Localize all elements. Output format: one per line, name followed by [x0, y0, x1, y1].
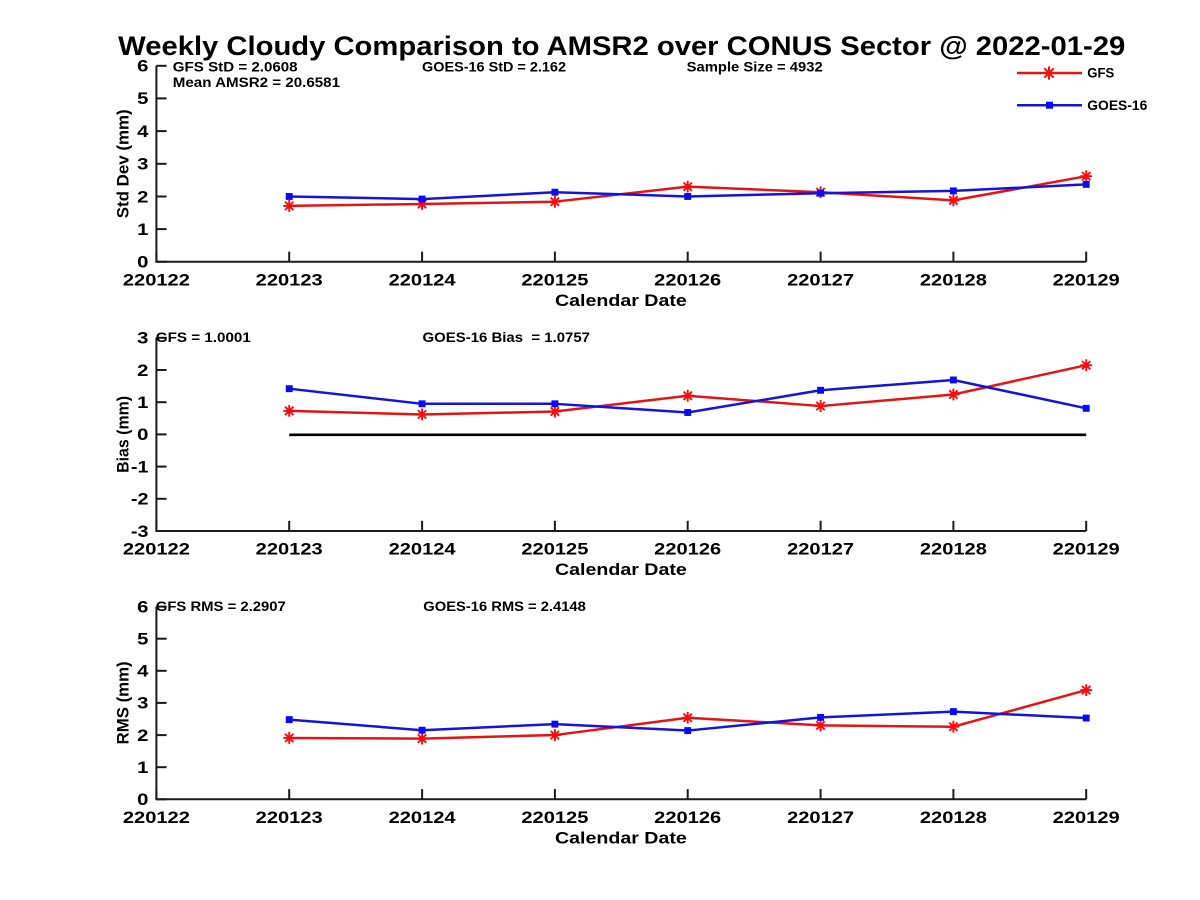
svg-text:220128: 220128 — [920, 809, 987, 827]
svg-text:GOES-16 Bias = 1.0757: GOES-16 Bias = 1.0757 — [423, 330, 591, 345]
svg-text:220126: 220126 — [654, 541, 721, 559]
svg-text:-3: -3 — [131, 523, 149, 541]
svg-text:220127: 220127 — [787, 541, 854, 559]
svg-text:2: 2 — [137, 188, 148, 206]
svg-text:220128: 220128 — [920, 272, 987, 290]
svg-text:6: 6 — [137, 58, 148, 76]
svg-text:0: 0 — [137, 254, 148, 272]
svg-text:Sample Size = 4932: Sample Size = 4932 — [687, 60, 823, 75]
svg-text:1: 1 — [137, 394, 148, 412]
svg-text:220122: 220122 — [123, 809, 190, 827]
svg-text:GFS: GFS — [1087, 65, 1114, 80]
svg-text:-1: -1 — [131, 458, 149, 476]
svg-text:220125: 220125 — [521, 541, 588, 559]
svg-text:220123: 220123 — [256, 541, 323, 559]
svg-text:GFS = 1.0001: GFS = 1.0001 — [156, 330, 252, 345]
svg-text:4: 4 — [137, 123, 148, 141]
svg-text:Calendar Date: Calendar Date — [555, 828, 687, 847]
svg-text:GOES-16 StD = 2.162: GOES-16 StD = 2.162 — [422, 60, 566, 75]
svg-text:0: 0 — [137, 426, 148, 444]
svg-text:220126: 220126 — [654, 272, 721, 290]
svg-text:GOES-16: GOES-16 — [1087, 98, 1147, 113]
svg-text:220125: 220125 — [521, 272, 588, 290]
svg-text:Calendar Date: Calendar Date — [555, 560, 687, 579]
svg-text:GFS StD = 2.0608: GFS StD = 2.0608 — [173, 60, 298, 75]
svg-text:220124: 220124 — [389, 809, 456, 827]
svg-text:2: 2 — [137, 362, 148, 380]
svg-text:3: 3 — [137, 695, 148, 713]
svg-text:220122: 220122 — [123, 541, 190, 559]
svg-text:220129: 220129 — [1053, 541, 1120, 559]
svg-text:6: 6 — [137, 598, 148, 616]
svg-text:3: 3 — [137, 330, 148, 348]
svg-text:RMS (mm): RMS (mm) — [113, 661, 132, 744]
svg-text:Mean AMSR2 = 20.6581: Mean AMSR2 = 20.6581 — [173, 75, 341, 90]
svg-text:220128: 220128 — [920, 541, 987, 559]
svg-text:5: 5 — [137, 631, 148, 649]
svg-text:220126: 220126 — [654, 809, 721, 827]
svg-text:220129: 220129 — [1053, 809, 1120, 827]
svg-text:3: 3 — [137, 156, 148, 174]
svg-text:1: 1 — [137, 759, 148, 777]
svg-text:Weekly Cloudy Comparison to AM: Weekly Cloudy Comparison to AMSR2 over C… — [118, 30, 1125, 61]
svg-text:GOES-16 RMS = 2.4148: GOES-16 RMS = 2.4148 — [423, 599, 586, 614]
svg-text:Calendar Date: Calendar Date — [555, 291, 687, 310]
svg-text:Bias (mm): Bias (mm) — [113, 396, 132, 473]
svg-text:5: 5 — [137, 90, 148, 108]
svg-text:220123: 220123 — [256, 809, 323, 827]
svg-text:220124: 220124 — [389, 272, 456, 290]
svg-text:Std Dev (mm): Std Dev (mm) — [113, 109, 132, 218]
svg-text:1: 1 — [137, 221, 148, 239]
svg-text:2: 2 — [137, 727, 148, 745]
svg-text:-2: -2 — [131, 491, 149, 509]
svg-text:0: 0 — [137, 791, 148, 809]
svg-text:220125: 220125 — [521, 809, 588, 827]
svg-text:220122: 220122 — [123, 272, 190, 290]
svg-text:220124: 220124 — [389, 541, 456, 559]
svg-text:220127: 220127 — [787, 809, 854, 827]
svg-text:220129: 220129 — [1053, 272, 1120, 290]
svg-text:4: 4 — [137, 663, 148, 681]
svg-text:220123: 220123 — [256, 272, 323, 290]
svg-text:220127: 220127 — [787, 272, 854, 290]
svg-text:GFS RMS = 2.2907: GFS RMS = 2.2907 — [156, 599, 286, 614]
